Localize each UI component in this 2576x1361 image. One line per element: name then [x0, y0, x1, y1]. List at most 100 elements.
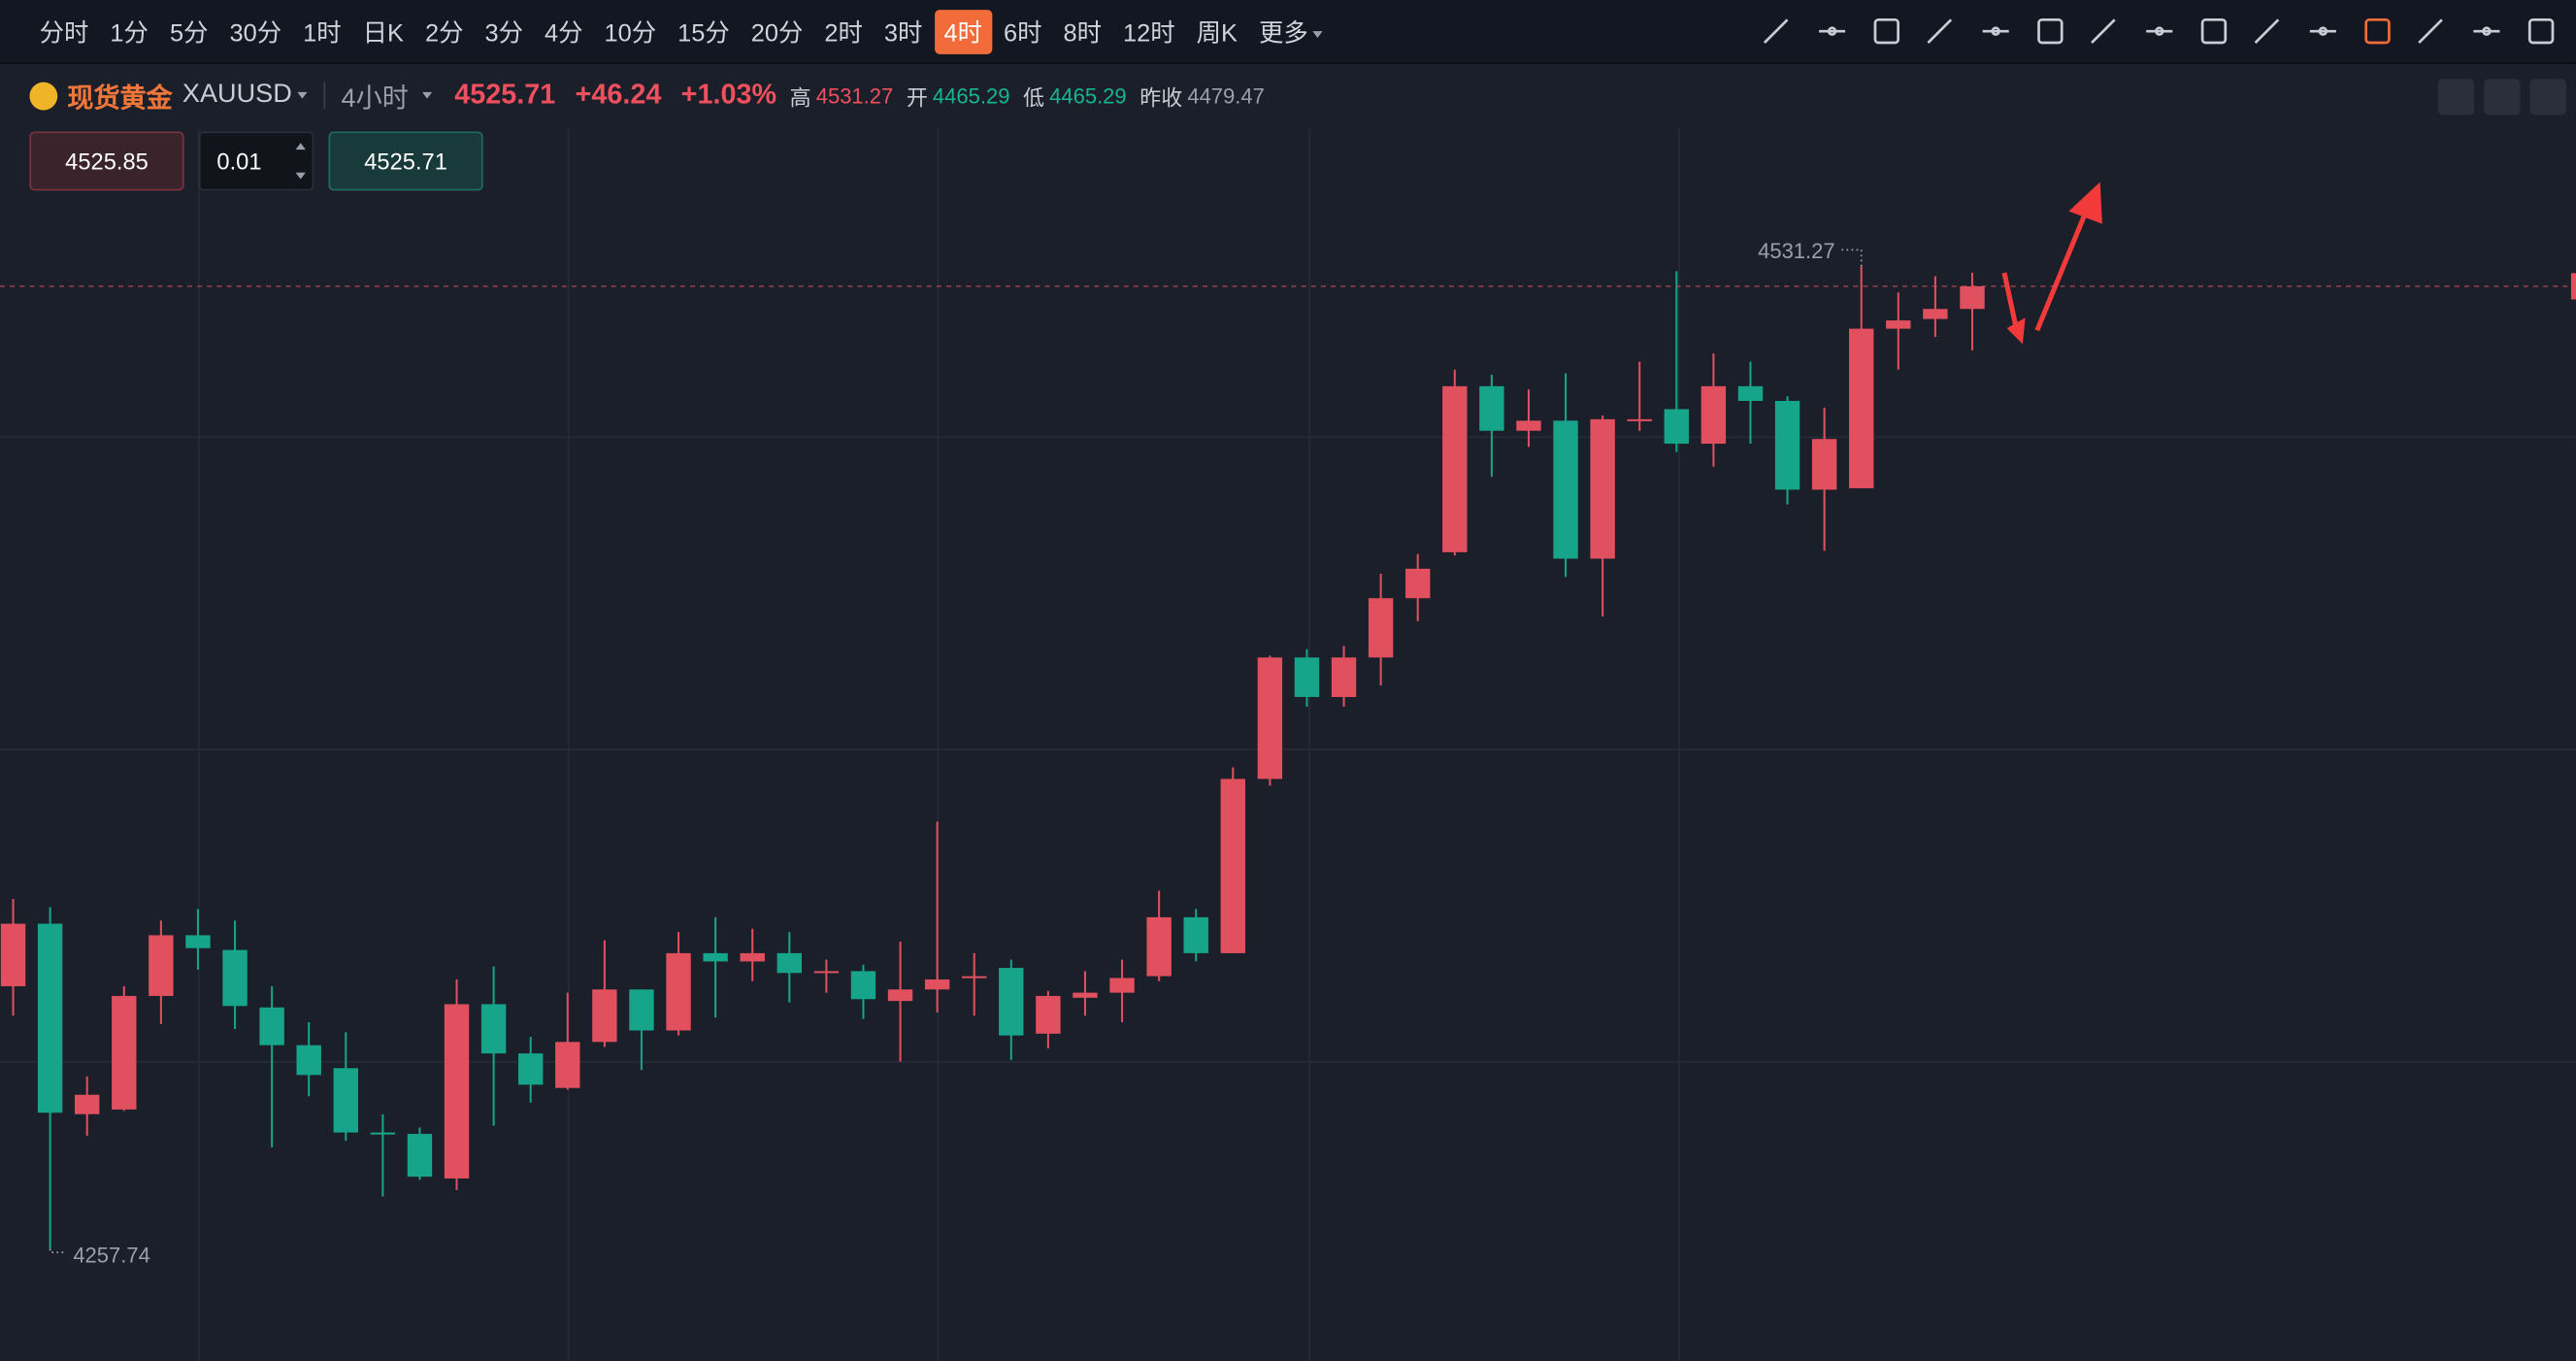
timeframe[interactable]: 30分	[229, 18, 282, 48]
tool-icon[interactable]	[1873, 17, 1899, 45]
timeframe[interactable]: 6时	[1003, 18, 1042, 48]
candle-body	[1811, 439, 1837, 490]
tool-icon[interactable]	[1763, 18, 1789, 44]
annotation-leader	[1841, 249, 1863, 267]
timeframe[interactable]: 10分	[604, 18, 657, 48]
timeframe[interactable]: 3分	[484, 18, 523, 48]
tool-icon[interactable]	[2146, 26, 2173, 36]
caret	[421, 91, 432, 99]
timeframe[interactable]: 日K	[362, 18, 404, 48]
icon-stroke	[1873, 17, 1899, 45]
indicator-button[interactable]	[2437, 79, 2475, 116]
sell-button[interactable]: 4525.85	[29, 131, 184, 191]
timeframe[interactable]: 2时	[824, 18, 863, 48]
timeframe[interactable]: 5分	[169, 18, 209, 48]
tool-icon[interactable]	[1819, 26, 1846, 36]
open-label: 开	[906, 84, 928, 110]
symbol-name[interactable]: 现货黄金	[67, 85, 173, 114]
high-label: 高	[789, 84, 811, 110]
tool-icon[interactable]	[2200, 17, 2228, 45]
candle-body	[1294, 657, 1320, 697]
candle-body	[1664, 409, 1689, 445]
timeframe[interactable]: 1时	[303, 18, 342, 48]
candle-body	[740, 952, 765, 962]
low: 4465.29	[1049, 83, 1127, 108]
quantity-input[interactable]: 0.01	[198, 131, 314, 191]
price-tag	[2570, 273, 2576, 300]
candle-body	[666, 952, 691, 1031]
last-price: 4525.71	[454, 79, 556, 111]
timeframe[interactable]: 12时	[1122, 18, 1175, 48]
candle-body	[259, 1007, 284, 1046]
spin-up[interactable]	[295, 143, 306, 150]
timeframe[interactable]: 周K	[1196, 18, 1238, 48]
candle-body	[1109, 978, 1135, 993]
candle-body	[1073, 992, 1098, 998]
change-pct: +1.03%	[680, 79, 777, 111]
tool-icon[interactable]	[2254, 18, 2280, 44]
candle-body	[1553, 420, 1578, 559]
interval[interactable]: 4小时	[341, 85, 409, 114]
icon-stroke	[2200, 17, 2228, 45]
icon-dot	[2482, 26, 2492, 36]
candle-body	[185, 935, 211, 948]
caret	[296, 91, 308, 99]
open: 4465.29	[932, 83, 1010, 108]
candle-body	[370, 1132, 396, 1135]
tool-icon[interactable]	[2418, 18, 2443, 44]
timeframe[interactable]: 分时	[39, 18, 89, 48]
spin-down[interactable]	[295, 172, 306, 180]
high-annotation: 4531.27	[1758, 239, 1835, 263]
low-label: 低	[1023, 84, 1045, 110]
candle-body	[776, 952, 802, 974]
tool-icon[interactable]	[2091, 18, 2116, 44]
timeframe[interactable]: 15分	[677, 18, 730, 48]
toolbar: 分时 1分 5分 30分 1时 日K 2分 3分 4分 10分 15分 20分 2时 3时 4时 6时 8时 12…	[0, 0, 2576, 65]
symbol-code[interactable]: XAUUSD	[182, 80, 292, 109]
order-panel: 4525.85 0.01 4525.71	[29, 131, 483, 191]
icon-stroke	[2527, 17, 2555, 45]
candles	[0, 266, 1985, 1249]
tool-icon[interactable]	[1927, 18, 1953, 44]
caret	[1312, 30, 1324, 38]
tool-icon[interactable]	[2364, 17, 2391, 45]
candle-body	[1627, 418, 1652, 421]
candle-body	[149, 935, 174, 996]
prev-close: 4479.47	[1187, 83, 1265, 108]
timeframe[interactable]: 4时	[934, 9, 993, 54]
timeframe[interactable]: 4分	[544, 18, 583, 48]
candle-body	[592, 989, 617, 1043]
icon-dot	[2318, 26, 2328, 36]
tool-icon[interactable]	[2473, 26, 2500, 36]
candle-body	[75, 1094, 100, 1114]
timeframe[interactable]: 3时	[883, 18, 923, 48]
coin-icon	[29, 81, 58, 110]
header-buttons	[2428, 79, 2566, 116]
buy-button[interactable]: 4525.71	[328, 131, 483, 191]
icon-stroke	[2364, 17, 2391, 45]
separator	[322, 82, 325, 109]
candle-body	[1960, 285, 1985, 310]
drawing-tools	[1763, 17, 2555, 45]
candle-body	[555, 1042, 580, 1088]
timeframe[interactable]: 8时	[1063, 18, 1102, 48]
icon-stroke	[2418, 18, 2443, 44]
timeframe[interactable]: 20分	[750, 18, 804, 48]
timeframe[interactable]: 2分	[424, 18, 464, 48]
tool-icon[interactable]	[2309, 26, 2336, 36]
settings-button[interactable]	[2529, 79, 2566, 116]
edit-button[interactable]	[2484, 79, 2521, 116]
tool-icon[interactable]	[2527, 17, 2555, 45]
low-annotation: 4257.74	[73, 1243, 150, 1267]
tool-icon[interactable]	[2037, 17, 2064, 45]
arrow	[2034, 209, 2089, 332]
candle-body	[518, 1053, 544, 1085]
timeframe[interactable]: 1分	[110, 18, 149, 48]
candle-body	[1886, 320, 1911, 329]
timeframe[interactable]: 更多	[1249, 9, 1333, 53]
tool-icon[interactable]	[1982, 26, 2009, 36]
prev-close-label: 昨收	[1139, 84, 1183, 110]
candle-body	[629, 989, 654, 1031]
